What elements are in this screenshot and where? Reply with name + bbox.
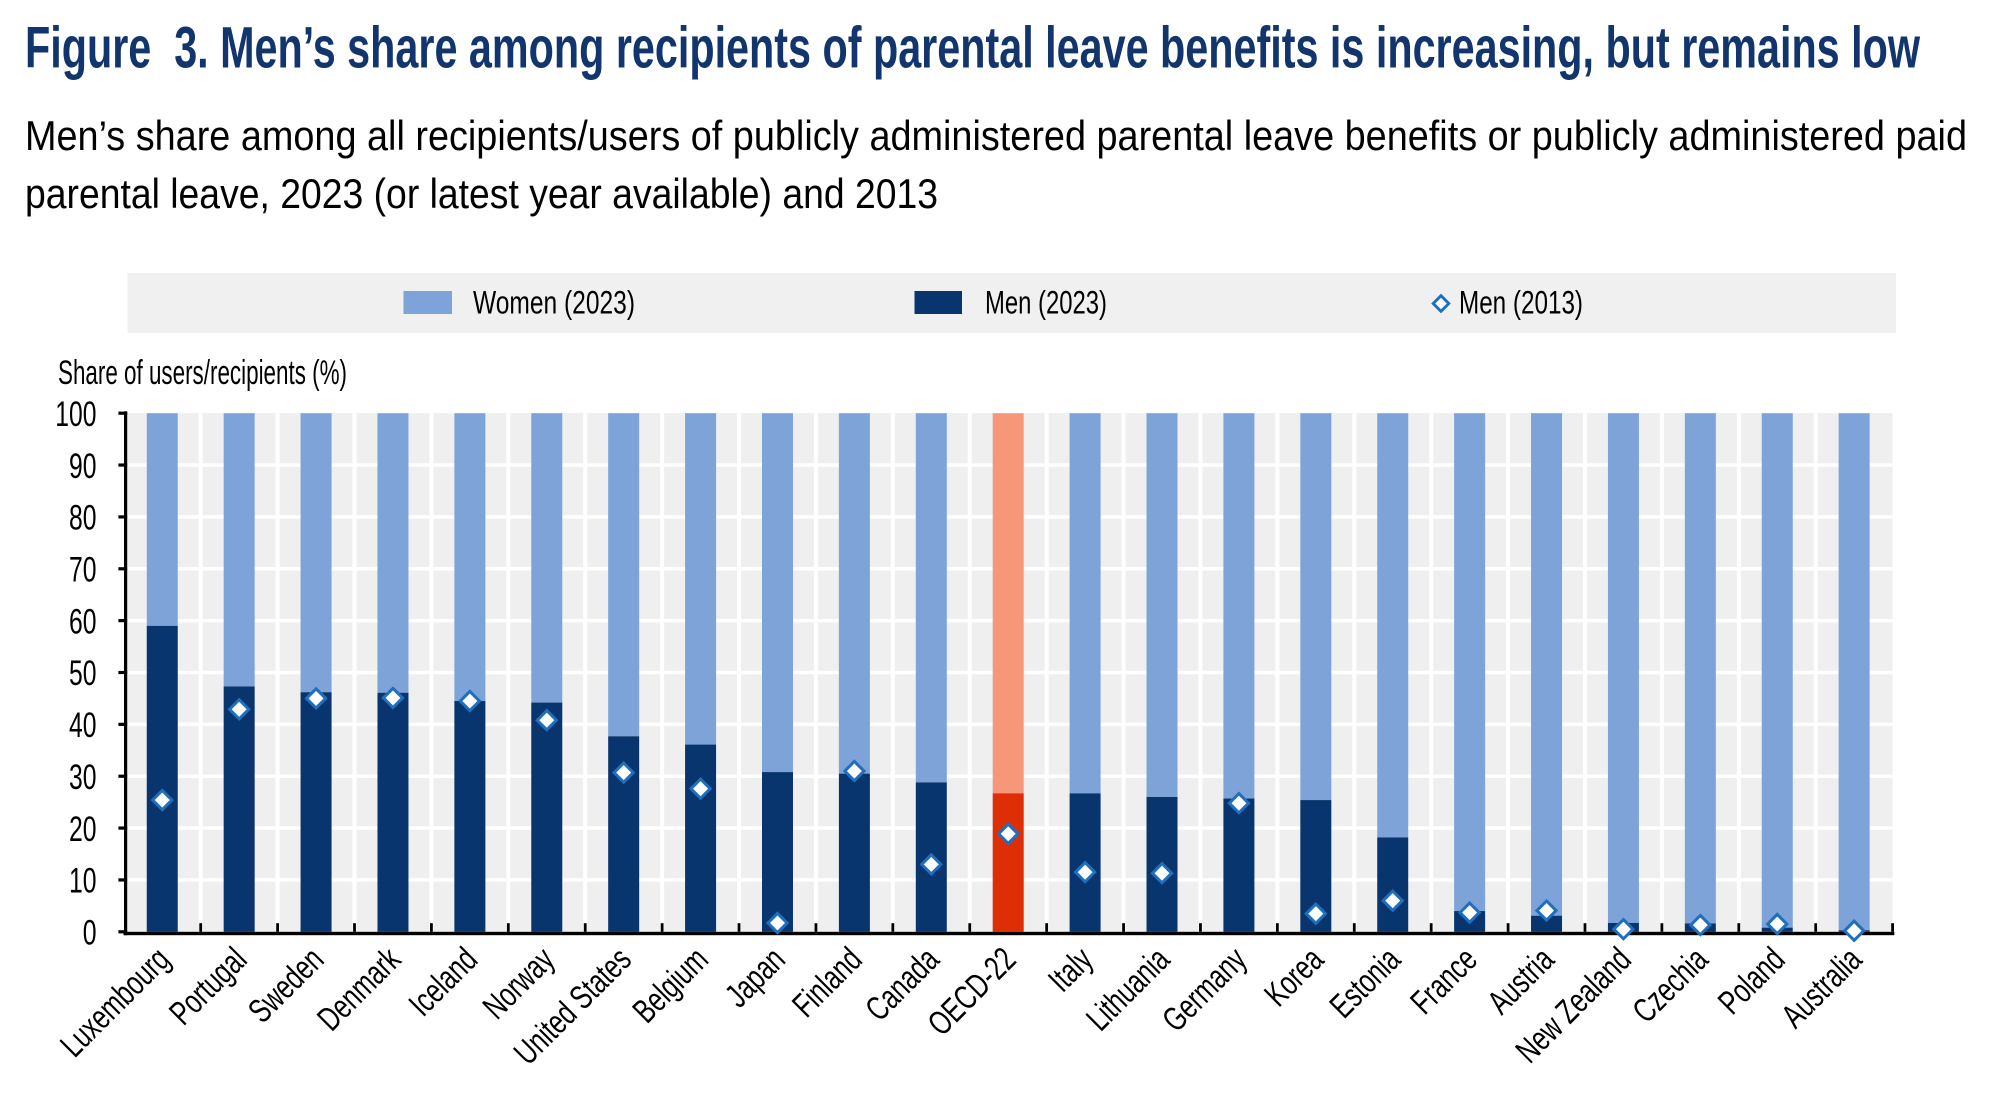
svg-text:Men’s share among all recipien: Men’s share among all recipients/users o…	[25, 112, 1967, 159]
svg-text:Share of users/recipients (%): Share of users/recipients (%)	[58, 354, 347, 392]
svg-text:parental leave, 2023 (or lates: parental leave, 2023 (or latest year ava…	[25, 170, 938, 217]
svg-text:90: 90	[69, 446, 97, 486]
svg-text:80: 80	[69, 498, 97, 538]
svg-text:Men (2023): Men (2023)	[985, 285, 1107, 321]
svg-text:Women (2023): Women (2023)	[473, 285, 635, 321]
svg-text:40: 40	[69, 705, 97, 745]
svg-text:50: 50	[69, 653, 97, 693]
svg-text:10: 10	[69, 861, 97, 901]
svg-text:100: 100	[55, 394, 96, 434]
svg-text:30: 30	[69, 757, 97, 797]
svg-text:20: 20	[69, 809, 97, 849]
svg-text:Men (2013): Men (2013)	[1459, 285, 1583, 321]
svg-text:60: 60	[69, 601, 97, 641]
svg-text:70: 70	[69, 549, 97, 589]
svg-text:Figure 3. Men’s share among r: Figure 3. Men’s share among recipients o…	[25, 16, 1921, 81]
svg-text:0: 0	[83, 913, 97, 953]
